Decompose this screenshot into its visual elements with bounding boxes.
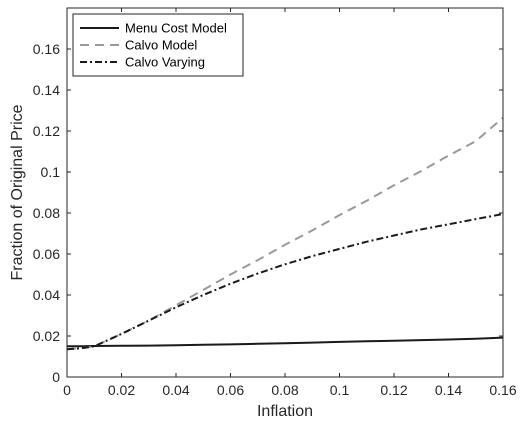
y-axis-label: Fraction of Original Price [9, 104, 26, 280]
x-tick-label: 0.16 [489, 382, 516, 398]
legend-label-3: Calvo Varying [125, 55, 205, 70]
legend-label-2: Calvo Model [125, 38, 197, 53]
legend: Menu Cost Model Calvo Model Calvo Varying [72, 13, 244, 77]
y-tick-label: 0.1 [41, 164, 61, 180]
y-tick-label: 0.04 [33, 287, 60, 303]
y-tick-label: 0.02 [33, 328, 60, 344]
series-line-3 [66, 213, 504, 351]
ticks-layer: 0 0.02 0.04 0.06 0.08 0.1 0.12 0.14 0.16 0 0.02 0.0… [33, 8, 517, 398]
x-tick-label: 0.08 [271, 382, 298, 398]
series-layer [66, 116, 504, 351]
y-tick-label: 0 [52, 369, 60, 385]
legend-label-1: Menu Cost Model [125, 21, 227, 36]
y-tick-label: 0.12 [33, 123, 60, 139]
x-tick-label: 0.14 [435, 382, 462, 398]
x-tick-label: 0.12 [380, 382, 407, 398]
series-line-1 [67, 336, 504, 348]
series-line-2 [66, 116, 504, 351]
y-tick-label: 0.16 [33, 41, 60, 57]
x-axis-label: Inflation [257, 403, 313, 420]
y-tick-label: 0.06 [33, 246, 60, 262]
y-tick-label: 0.08 [33, 205, 60, 221]
x-tick-label: 0.02 [108, 382, 135, 398]
x-tick-label: 0.1 [330, 382, 350, 398]
x-tick-label: 0.06 [217, 382, 244, 398]
x-tick-label: 0 [63, 382, 71, 398]
x-tick-label: 0.04 [162, 382, 189, 398]
y-tick-label: 0.14 [33, 82, 60, 98]
